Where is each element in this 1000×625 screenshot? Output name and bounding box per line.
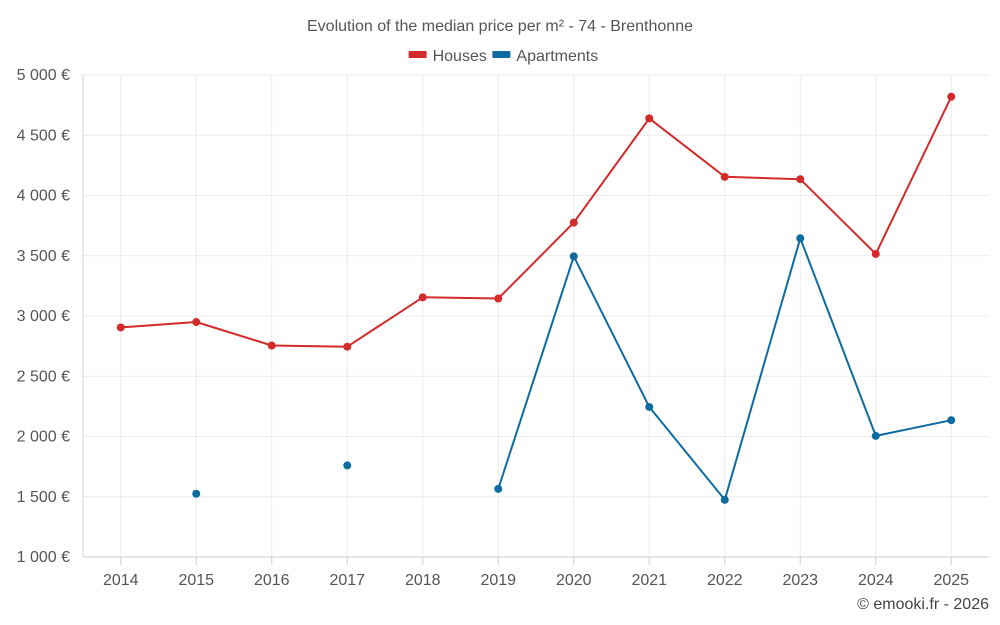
data-point-apartments[interactable] bbox=[569, 252, 578, 261]
axes: 1 000 € 1 500 € 2 000 € 2 500 € 3 000 € 3 500… bbox=[17, 67, 989, 589]
x-tick-label: 2017 bbox=[329, 572, 365, 589]
data-point-apartments[interactable] bbox=[720, 495, 729, 504]
legend: Houses Apartments bbox=[408, 48, 598, 65]
series-layer bbox=[116, 92, 956, 504]
legend-label-houses[interactable]: Houses bbox=[433, 48, 487, 65]
y-tick-label: 3 000 € bbox=[17, 308, 70, 325]
x-tick-label: 2016 bbox=[254, 572, 290, 589]
data-point-houses[interactable] bbox=[418, 293, 427, 302]
data-point-apartments[interactable] bbox=[796, 234, 805, 243]
data-point-houses[interactable] bbox=[871, 249, 880, 258]
data-point-apartments[interactable] bbox=[494, 484, 503, 493]
data-point-houses[interactable] bbox=[343, 342, 352, 351]
data-point-houses[interactable] bbox=[192, 318, 201, 327]
x-tick-label: 2020 bbox=[556, 572, 592, 589]
data-point-houses[interactable] bbox=[645, 114, 654, 123]
credit-text: © emooki.fr - 2026 bbox=[857, 596, 989, 613]
data-point-houses[interactable] bbox=[569, 218, 578, 227]
data-point-houses[interactable] bbox=[116, 323, 125, 332]
x-tick-label: 2019 bbox=[480, 572, 516, 589]
series-line-houses bbox=[120, 96, 953, 348]
x-tick-label: 2018 bbox=[405, 572, 441, 589]
x-tick-label: 2025 bbox=[933, 572, 969, 589]
legend-swatch-houses bbox=[408, 51, 427, 58]
data-point-houses[interactable] bbox=[267, 341, 276, 350]
y-tick-label: 2 500 € bbox=[17, 368, 70, 385]
x-tick-label: 2022 bbox=[707, 572, 743, 589]
data-point-houses[interactable] bbox=[947, 92, 956, 101]
x-tick-label: 2015 bbox=[178, 572, 214, 589]
data-point-apartments[interactable] bbox=[192, 489, 201, 498]
data-point-apartments[interactable] bbox=[343, 461, 352, 470]
y-tick-label: 4 000 € bbox=[17, 188, 70, 205]
legend-swatch-apartments bbox=[492, 51, 511, 58]
y-tick-label: 1 500 € bbox=[17, 489, 70, 506]
x-tick-label: 2023 bbox=[782, 572, 818, 589]
y-tick-label: 2 000 € bbox=[17, 429, 70, 446]
data-point-houses[interactable] bbox=[494, 294, 503, 303]
chart-title: Evolution of the median price per m² - 7… bbox=[307, 18, 693, 35]
x-tick-label: 2024 bbox=[858, 572, 894, 589]
data-point-houses[interactable] bbox=[796, 175, 805, 184]
data-point-apartments[interactable] bbox=[871, 431, 880, 440]
legend-label-apartments[interactable]: Apartments bbox=[516, 48, 598, 65]
data-point-houses[interactable] bbox=[720, 172, 729, 181]
y-tick-label: 4 500 € bbox=[17, 127, 70, 144]
data-point-apartments[interactable] bbox=[645, 402, 654, 411]
x-tick-label: 2021 bbox=[631, 572, 667, 589]
y-tick-label: 1 000 € bbox=[17, 549, 70, 566]
y-tick-label: 5 000 € bbox=[17, 67, 70, 84]
y-tick-label: 3 500 € bbox=[17, 248, 70, 265]
x-tick-label: 2014 bbox=[103, 572, 139, 589]
grid bbox=[83, 74, 989, 557]
data-point-apartments[interactable] bbox=[947, 416, 956, 425]
